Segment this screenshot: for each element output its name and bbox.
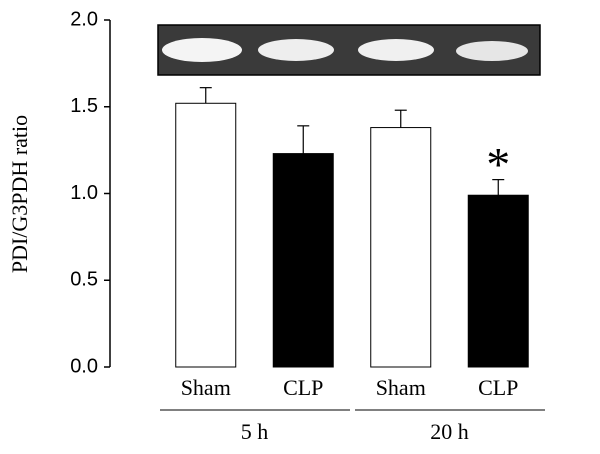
y-tick-label: 0.5 [70, 269, 98, 291]
bar [272, 153, 334, 368]
y-tick-label: 2.0 [70, 8, 98, 30]
y-tick-label: 1.0 [70, 182, 98, 204]
x-tick-label: Sham [181, 375, 231, 400]
bar [370, 127, 432, 368]
y-tick-label: 1.5 [70, 95, 98, 117]
bar [467, 194, 529, 368]
y-axis-label: PDI/G3PDH ratio [7, 115, 32, 273]
group-label: 5 h [241, 419, 269, 444]
x-tick-label: CLP [478, 375, 518, 400]
y-tick-label: 0.0 [70, 355, 98, 377]
x-tick-label: CLP [283, 375, 323, 400]
annotation: * [486, 139, 510, 192]
bar [175, 102, 237, 368]
x-tick-label: Sham [376, 375, 426, 400]
group-label: 20 h [430, 419, 469, 444]
gel-image [157, 24, 541, 76]
